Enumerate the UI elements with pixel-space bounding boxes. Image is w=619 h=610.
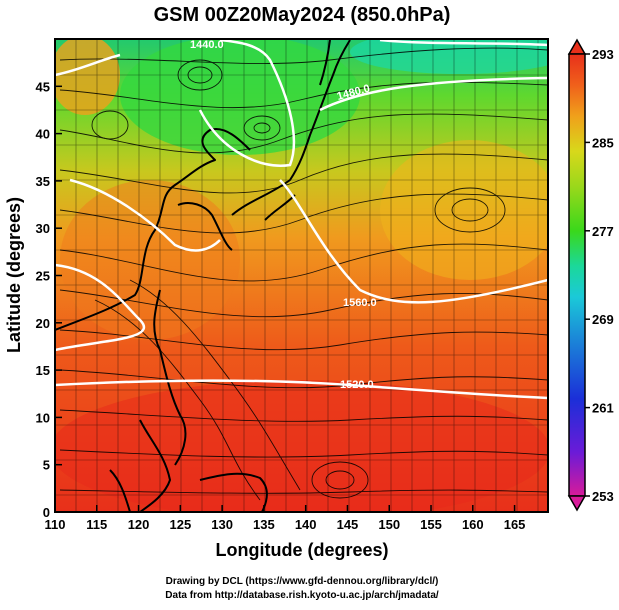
x-tick-label: 130	[211, 517, 233, 532]
x-tick-label: 140	[295, 517, 317, 532]
y-tick-label: 10	[36, 410, 50, 425]
x-tick-label: 110	[45, 517, 66, 532]
x-tick-label: 115	[86, 517, 107, 532]
x-tick-label: 135	[253, 517, 275, 532]
y-tick-label: 40	[36, 127, 50, 142]
colorbar-label: 285	[592, 135, 614, 150]
x-axis: 110 115 120 125 130 135 140 145 150 155 160 165	[45, 505, 526, 532]
contour-label-1560: 1560.0	[343, 297, 377, 309]
coastlines	[55, 39, 351, 512]
lat-lon-grid	[55, 39, 548, 512]
y-tick-label: 35	[36, 174, 50, 189]
x-tick-label: 120	[128, 517, 150, 532]
x-tick-label: 145	[337, 517, 359, 532]
y-axis: 0 5 10 15 20 25 30 35 40 45	[36, 79, 62, 520]
x-tick-label: 125	[169, 517, 191, 532]
colorbar-label: 269	[592, 312, 614, 327]
y-tick-label: 15	[36, 363, 50, 378]
x-tick-label: 165	[504, 517, 526, 532]
y-tick-label: 30	[36, 221, 50, 236]
colorbar-label: 277	[592, 224, 614, 239]
y-tick-label: 20	[36, 316, 50, 331]
colorbar-label: 253	[592, 489, 614, 504]
y-tick-label: 5	[43, 458, 50, 473]
colorbar-label: 293	[592, 47, 614, 62]
y-tick-label: 0	[43, 505, 50, 520]
x-tick-label: 160	[462, 517, 484, 532]
credit-data: Data from http://database.rish.kyoto-u.a…	[165, 590, 439, 601]
credit-drawing: Drawing by DCL (https://www.gfd-dennou.o…	[166, 576, 439, 587]
contour-label-1440: 1440.0	[190, 39, 224, 51]
x-axis-label: Longitude (degrees)	[215, 540, 388, 560]
colorbar-label: 261	[592, 401, 614, 416]
contour-label-1520: 1520.0	[340, 379, 374, 391]
y-tick-label: 45	[36, 79, 50, 94]
wind-streamlines	[59, 47, 548, 501]
height-contours	[55, 39, 548, 400]
map-title: GSM 00Z20May2024 (850.0hPa)	[154, 4, 451, 26]
y-tick-label: 25	[36, 269, 50, 284]
x-tick-label: 150	[378, 517, 400, 532]
colorbar: 293 285 277 269 261 253	[567, 38, 614, 512]
y-axis-label: Latitude (degrees)	[4, 197, 24, 353]
x-tick-label: 155	[420, 517, 442, 532]
plot-area: 1520.0 1560.0 1480.0 1440.0	[55, 39, 548, 512]
